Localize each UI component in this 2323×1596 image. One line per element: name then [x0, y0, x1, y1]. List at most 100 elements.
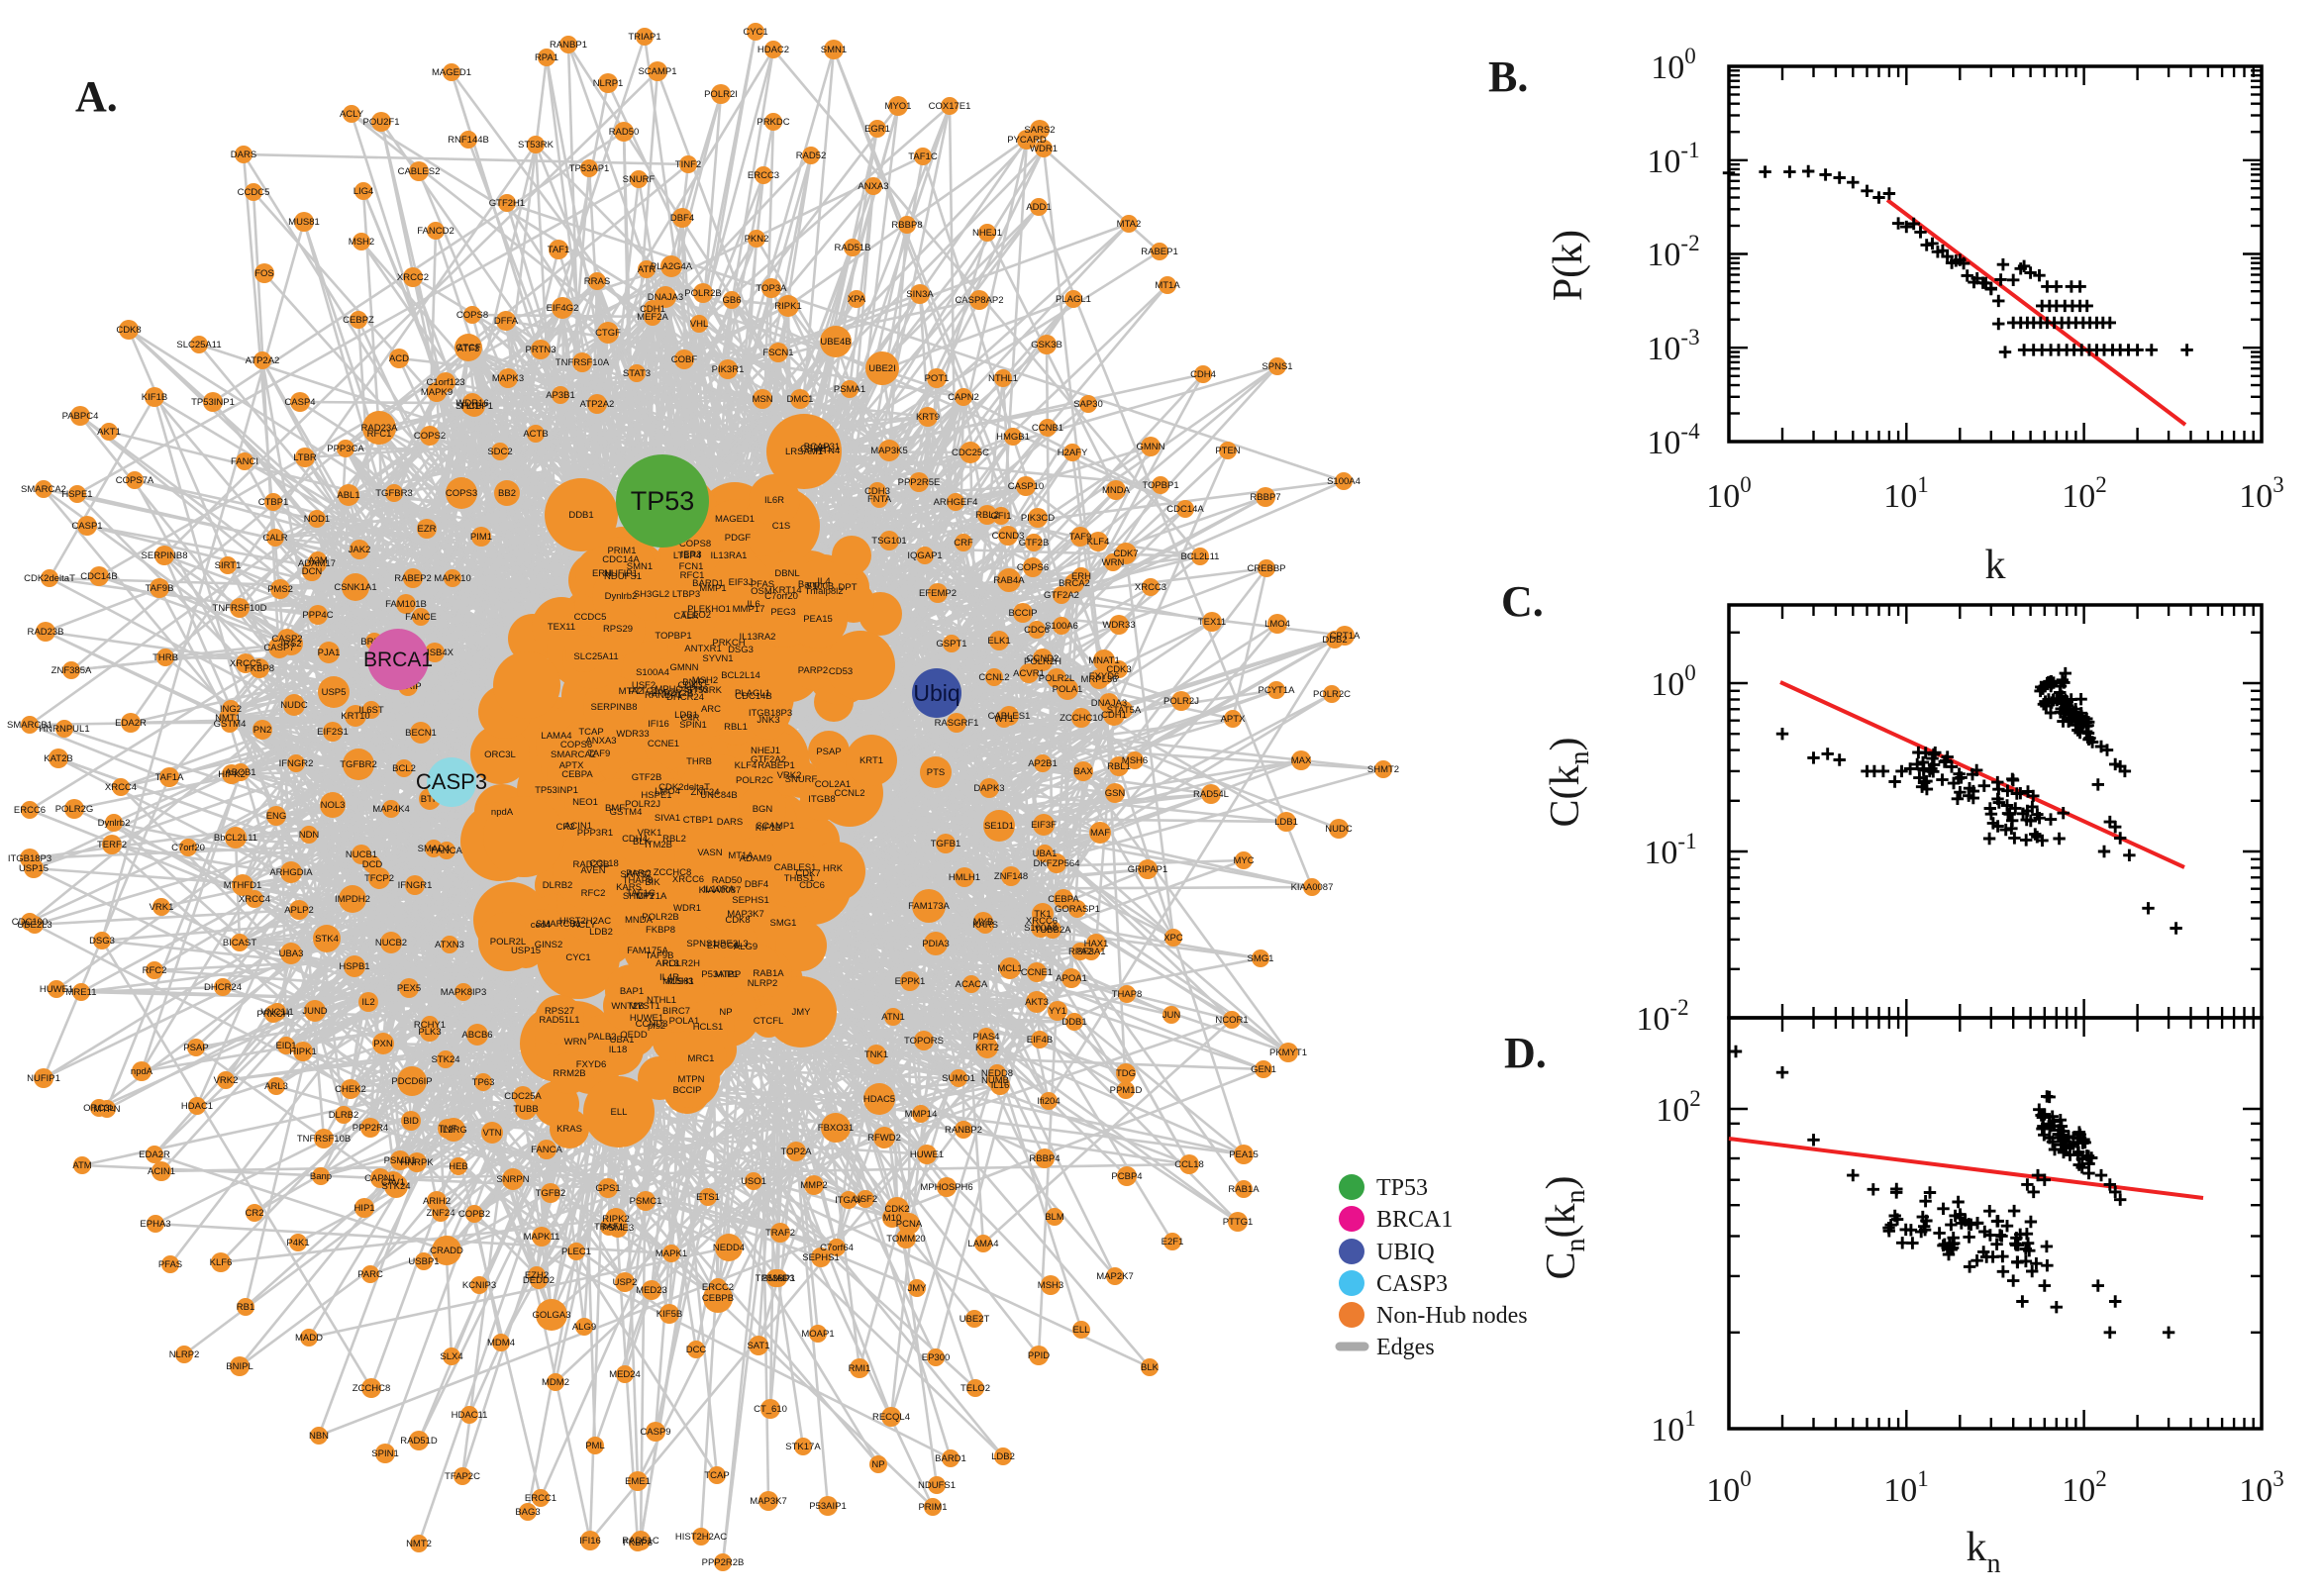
svg-text:IL4R: IL4R [659, 972, 679, 983]
svg-text:Non-Hub nodes: Non-Hub nodes [1376, 1303, 1528, 1329]
svg-text:CEBPB: CEBPB [702, 1293, 734, 1304]
svg-text:MRC1: MRC1 [688, 1053, 715, 1064]
svg-text:UNC84B: UNC84B [700, 790, 738, 801]
svg-text:MMP1: MMP1 [699, 583, 726, 594]
svg-text:BCAP31: BCAP31 [804, 442, 840, 452]
svg-text:SAP30: SAP30 [1073, 399, 1103, 410]
svg-text:EPHA3: EPHA3 [140, 1219, 170, 1230]
svg-text:CEBPA: CEBPA [1048, 894, 1079, 905]
svg-text:COPS6: COPS6 [560, 740, 592, 750]
svg-text:Banp: Banp [798, 579, 820, 590]
svg-text:SPIN1: SPIN1 [371, 1448, 398, 1459]
svg-text:CASP4: CASP4 [284, 397, 315, 408]
svg-text:CDC14A: CDC14A [1166, 504, 1204, 515]
svg-text:SAT1: SAT1 [747, 1341, 769, 1351]
svg-text:PCBP4: PCBP4 [1111, 1171, 1142, 1182]
svg-text:RIPK2: RIPK2 [602, 1214, 629, 1225]
svg-text:PFAS: PFAS [751, 579, 774, 590]
svg-text:ENG: ENG [266, 811, 287, 822]
svg-text:BNIPL: BNIPL [682, 677, 709, 688]
svg-text:CD53: CD53 [829, 666, 853, 677]
svg-text:NCOR1: NCOR1 [1215, 1015, 1248, 1026]
svg-text:BRCA2: BRCA2 [1059, 578, 1090, 589]
svg-text:NMT2: NMT2 [406, 1539, 432, 1549]
svg-text:CEBPZ: CEBPZ [343, 315, 374, 326]
svg-text:CR2: CR2 [556, 822, 574, 833]
svg-text:TNF: TNF [439, 1124, 457, 1135]
svg-text:CDH1: CDH1 [1101, 710, 1127, 721]
svg-text:HIPK1: HIPK1 [289, 1047, 316, 1057]
svg-text:MAPK11: MAPK11 [524, 1232, 560, 1243]
svg-text:MSH3: MSH3 [1038, 1280, 1063, 1291]
svg-text:MAPK1: MAPK1 [656, 1248, 687, 1259]
svg-text:CDK3: CDK3 [677, 680, 702, 691]
svg-text:Tnfaip8l2: Tnfaip8l2 [804, 586, 843, 597]
svg-text:DBNL: DBNL [774, 568, 799, 579]
svg-text:CABLES1: CABLES1 [988, 711, 1031, 722]
svg-text:BCL2: BCL2 [392, 763, 416, 774]
svg-text:POLR2C: POLR2C [1313, 689, 1351, 700]
svg-text:NP: NP [871, 1459, 884, 1470]
svg-text:KARS: KARS [972, 920, 998, 931]
svg-text:RABEP2: RABEP2 [394, 573, 432, 584]
svg-text:IL10RA: IL10RA [703, 884, 735, 895]
svg-text:FLI1: FLI1 [460, 401, 479, 412]
svg-text:PTS: PTS [927, 767, 945, 778]
svg-text:APTX: APTX [1221, 714, 1246, 725]
svg-text:MAF: MAF [1090, 828, 1110, 839]
svg-text:MAPK10: MAPK10 [434, 573, 471, 584]
svg-text:PLEKHO1: PLEKHO1 [687, 604, 731, 615]
svg-text:LTBP3: LTBP3 [672, 589, 700, 600]
svg-text:S100A6: S100A6 [1045, 621, 1078, 632]
svg-text:FANCA: FANCA [531, 1145, 562, 1155]
svg-text:TOP2A: TOP2A [781, 1147, 813, 1157]
svg-text:CASP7: CASP7 [263, 643, 294, 653]
svg-text:TOMM20: TOMM20 [886, 1234, 925, 1245]
svg-text:DLRB2: DLRB2 [329, 1110, 359, 1121]
svg-text:NUCB1: NUCB1 [346, 849, 377, 860]
svg-text:Dynlrb2: Dynlrb2 [605, 591, 638, 602]
svg-text:VRK1: VRK1 [150, 902, 174, 913]
svg-text:PPP2R5E: PPP2R5E [898, 477, 941, 488]
svg-text:TP53BP1: TP53BP1 [756, 1273, 796, 1284]
svg-text:RBL2: RBL2 [975, 510, 999, 521]
svg-text:DKFZP564: DKFZP564 [1034, 858, 1080, 869]
svg-text:SMAD3: SMAD3 [762, 1273, 795, 1284]
svg-text:UBA3: UBA3 [279, 948, 304, 959]
svg-text:S100A4: S100A4 [636, 667, 669, 678]
svg-text:PEX5: PEX5 [397, 983, 421, 994]
svg-text:EPPK1: EPPK1 [895, 976, 926, 987]
svg-text:XRCC6: XRCC6 [1026, 916, 1058, 927]
svg-text:HSPB1: HSPB1 [339, 961, 369, 972]
svg-text:POLR2H: POLR2H [1024, 656, 1061, 667]
svg-text:MAGED1: MAGED1 [432, 67, 471, 78]
svg-text:EDA2R: EDA2R [115, 718, 147, 729]
svg-text:MNAT1: MNAT1 [1088, 655, 1120, 666]
svg-text:RAD50: RAD50 [712, 875, 743, 886]
svg-text:NTHL1: NTHL1 [988, 373, 1018, 384]
svg-text:WDR1: WDR1 [673, 903, 701, 914]
svg-text:IL6ST: IL6ST [358, 705, 384, 716]
svg-text:RAB1A: RAB1A [1228, 1184, 1260, 1195]
svg-text:CCND2: CCND2 [1027, 653, 1060, 664]
svg-text:SNRPN: SNRPN [496, 1174, 529, 1185]
svg-text:PDGF: PDGF [725, 533, 752, 544]
svg-text:CASP10: CASP10 [1008, 481, 1044, 492]
svg-text:SYVN1: SYVN1 [702, 653, 733, 664]
svg-text:KRT2: KRT2 [975, 1043, 999, 1053]
svg-text:CHEK2: CHEK2 [335, 1084, 366, 1095]
svg-text:GSPT1: GSPT1 [936, 639, 966, 649]
svg-text:BARD1: BARD1 [935, 1453, 966, 1464]
svg-text:MDM2: MDM2 [542, 1377, 569, 1388]
svg-text:FKBP8: FKBP8 [646, 925, 675, 936]
svg-text:102: 102 [2062, 472, 2107, 515]
svg-text:RAD54L: RAD54L [1193, 789, 1229, 800]
svg-text:DNAJA3: DNAJA3 [1091, 698, 1127, 709]
svg-text:BRCA1: BRCA1 [363, 648, 433, 671]
svg-text:POT1: POT1 [925, 373, 950, 384]
svg-text:HRK: HRK [823, 863, 844, 874]
svg-text:ATP2A2: ATP2A2 [246, 355, 280, 366]
svg-text:SEPHS1: SEPHS1 [732, 895, 769, 906]
svg-text:GPS1: GPS1 [595, 1183, 620, 1194]
svg-text:STK4: STK4 [315, 934, 339, 945]
